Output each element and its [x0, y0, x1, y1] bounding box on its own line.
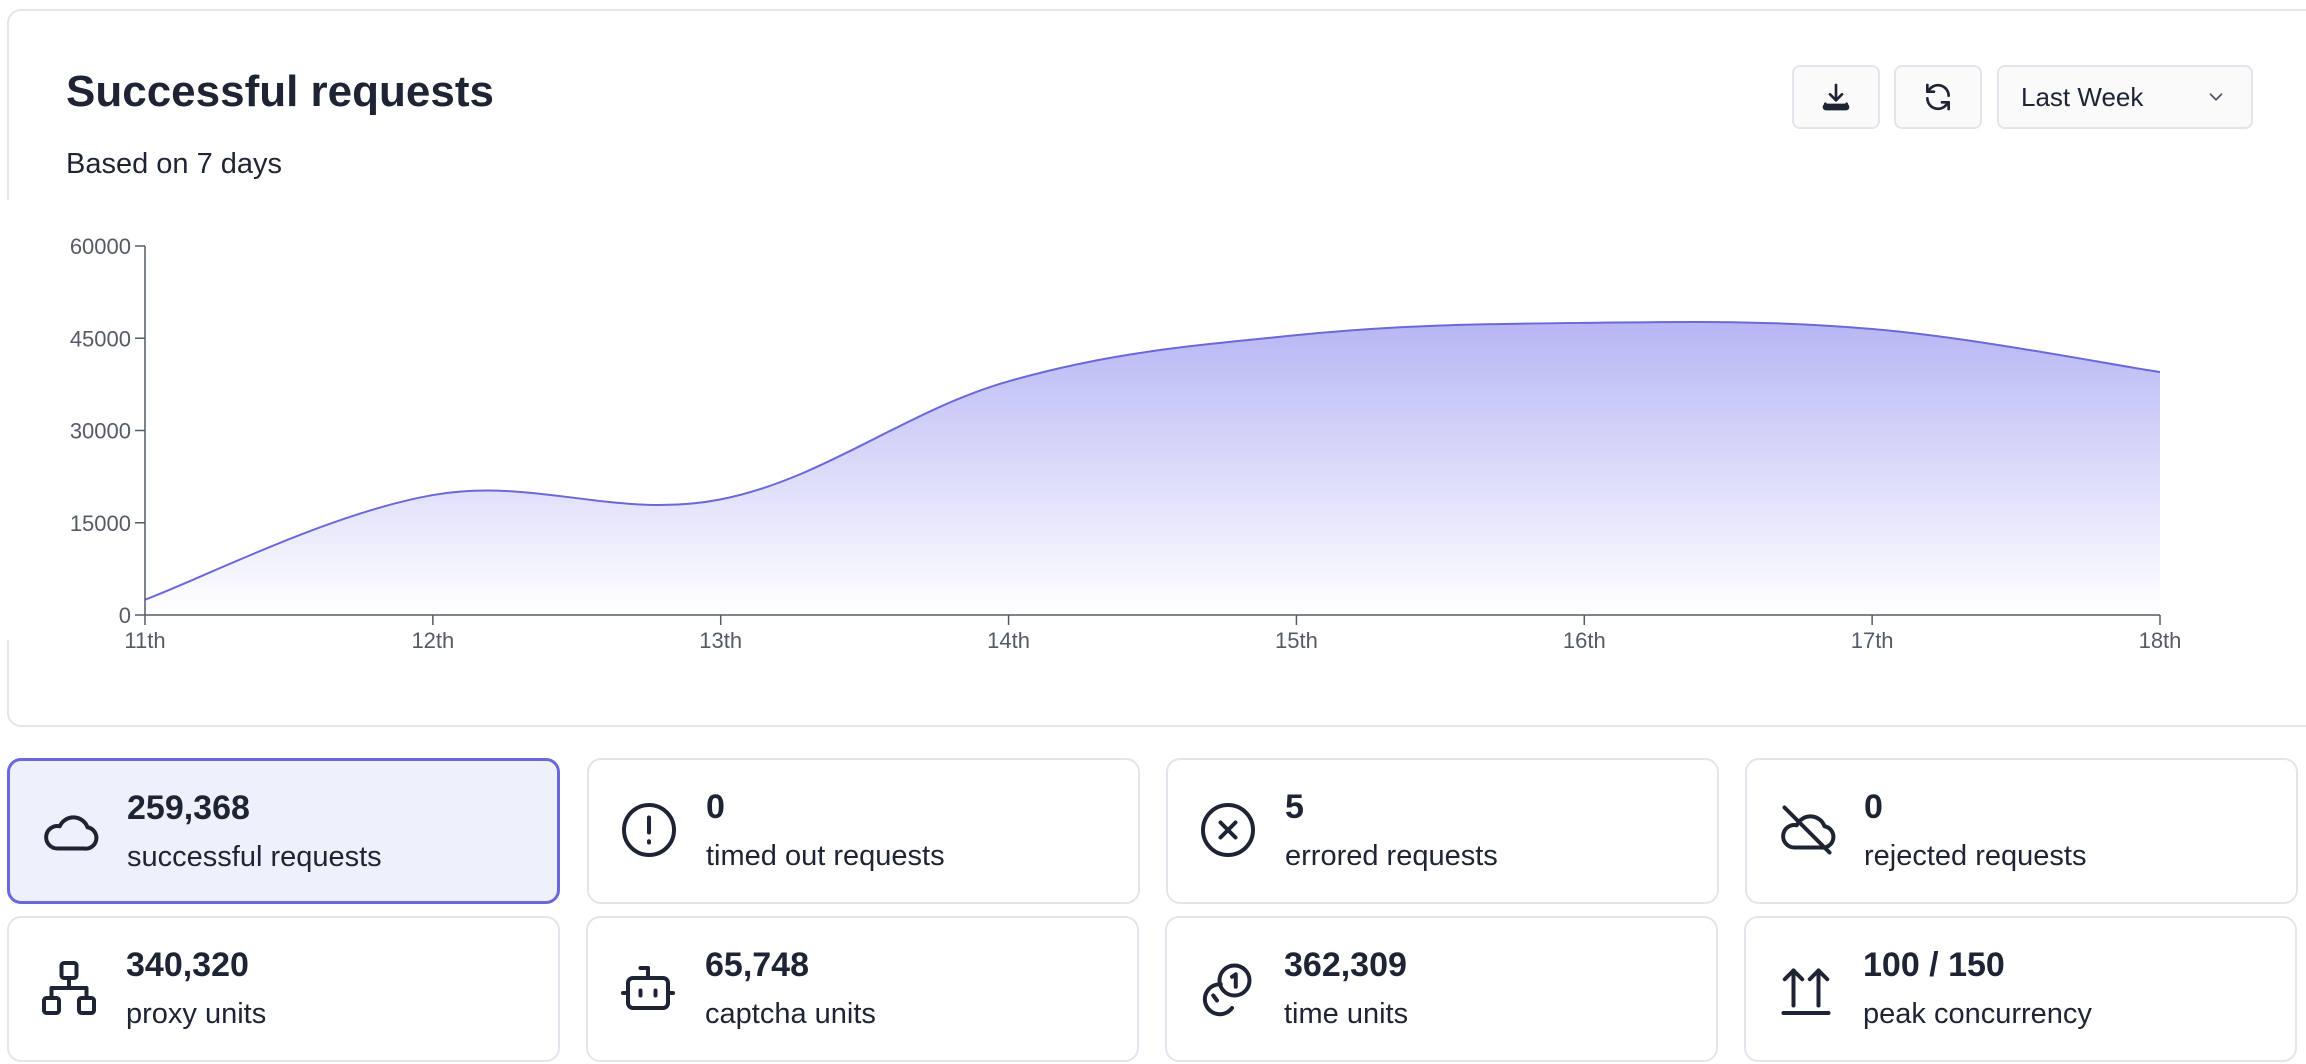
clip-mask: [0, 200, 64, 640]
chart-subtitle: Based on 7 days: [66, 148, 283, 180]
stat-card-timed-out-requests[interactable]: 0 timed out requests: [587, 758, 1140, 904]
stat-card-captcha-units[interactable]: 65,748 captcha units: [586, 916, 1139, 1062]
stat-value: 0: [1864, 788, 1883, 826]
x-circle-icon: [1201, 803, 1255, 857]
page-title: Successful requests: [66, 67, 494, 116]
x-tick-label: 15th: [1275, 628, 1318, 653]
x-tick-label: 17th: [1851, 628, 1894, 653]
y-tick-label: 15000: [70, 511, 131, 536]
y-tick-label: 60000: [70, 234, 131, 259]
x-tick-label: 11th: [124, 628, 165, 653]
download-icon: [1822, 83, 1850, 111]
area-chart: 0 15000 30000 45000 60000 11th 12th 13th 14th 15t…: [0, 200, 2182, 653]
cloud-icon: [44, 815, 99, 851]
coins-icon: [1202, 963, 1252, 1017]
stat-card-proxy-units[interactable]: 340,320 proxy units: [7, 916, 560, 1062]
x-tick-label: 13th: [699, 628, 742, 653]
stat-value: 5: [1285, 788, 1304, 826]
stat-card-time-units[interactable]: 362,309 time units: [1165, 916, 1718, 1062]
range-select[interactable]: Last Week: [1997, 65, 2253, 129]
stat-value: 340,320: [126, 946, 249, 984]
series-area: [145, 321, 2160, 615]
series-line: [144, 321, 2161, 601]
cloud-off-icon: [1781, 805, 1836, 855]
y-tick-label: 30000: [70, 419, 131, 444]
stat-label: errored requests: [1285, 840, 1498, 872]
x-tick-label: 14th: [987, 628, 1030, 653]
stat-value: 65,748: [705, 946, 809, 984]
stat-card-successful-requests[interactable]: 259,368 successful requests: [7, 758, 560, 904]
x-tick-label: 16th: [1563, 628, 1606, 653]
robot-icon: [621, 966, 675, 1010]
y-tick-label: 0: [119, 603, 131, 628]
alert-circle-icon: [622, 803, 676, 857]
x-tick-label: 12th: [411, 628, 454, 653]
stat-label: proxy units: [126, 998, 267, 1030]
stat-value: 259,368: [127, 789, 250, 827]
refresh-button[interactable]: [1894, 65, 1982, 129]
chevron-down-icon: [2209, 93, 2223, 101]
y-tick-label: 45000: [70, 326, 131, 351]
stat-label: time units: [1284, 998, 1409, 1030]
stat-value: 362,309: [1284, 946, 1407, 984]
stat-card-errored-requests[interactable]: 5 errored requests: [1166, 758, 1719, 904]
stat-label: rejected requests: [1864, 840, 2087, 872]
stat-value: 0: [706, 788, 725, 826]
refresh-icon: [1926, 83, 1950, 111]
stat-label: successful requests: [127, 841, 382, 873]
stat-label: timed out requests: [706, 840, 945, 872]
x-tick-label: 18th: [2139, 628, 2182, 653]
stat-card-peak-concurrency[interactable]: 100 / 150 peak concurrency: [1744, 916, 2297, 1062]
download-button[interactable]: [1792, 65, 1880, 129]
arrows-up-icon: [1781, 968, 1831, 1015]
stat-value: 100 / 150: [1863, 946, 2005, 984]
stat-label: peak concurrency: [1863, 998, 2092, 1030]
range-select-label: Last Week: [2021, 81, 2144, 112]
network-icon: [42, 961, 96, 1015]
stat-card-rejected-requests[interactable]: 0 rejected requests: [1745, 758, 2298, 904]
stat-label: captcha units: [705, 998, 876, 1030]
